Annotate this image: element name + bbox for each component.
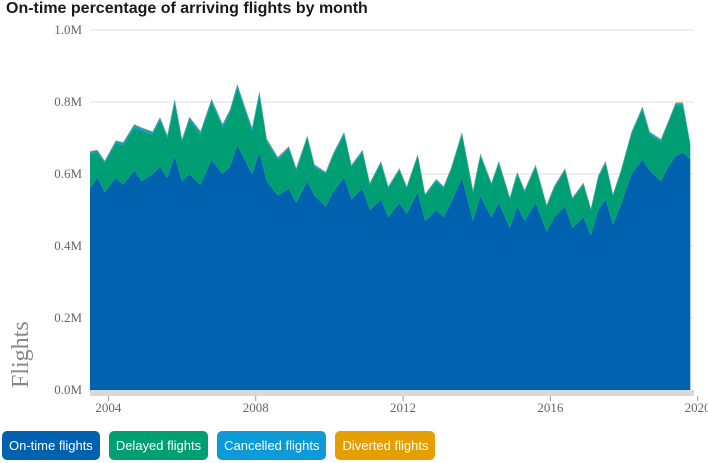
y-tick-label: 0.4M bbox=[54, 238, 82, 253]
series-areas bbox=[90, 83, 691, 390]
y-tick-label: 1.0M bbox=[54, 22, 82, 37]
y-axis-label: Flights bbox=[8, 321, 34, 388]
y-tick-label: 0.8M bbox=[54, 94, 82, 109]
x-tick-label: 2008 bbox=[243, 400, 269, 415]
x-tick-label: 2020 bbox=[685, 400, 708, 415]
chart-title: On-time percentage of arriving flights b… bbox=[6, 0, 368, 17]
legend: On-time flights Delayed flights Cancelled … bbox=[2, 431, 436, 460]
x-axis-line bbox=[90, 390, 694, 396]
area-cancelled-flights bbox=[90, 84, 691, 210]
y-tick-label: 0.2M bbox=[54, 310, 82, 325]
y-tick-label: 0.0M bbox=[54, 382, 82, 397]
x-tick-label: 2012 bbox=[390, 400, 416, 415]
legend-on-time-flights[interactable]: On-time flights bbox=[2, 431, 100, 460]
legend-delayed-flights[interactable]: Delayed flights bbox=[108, 431, 209, 460]
x-tick-label: 2016 bbox=[537, 400, 564, 415]
legend-cancelled-flights[interactable]: Cancelled flights bbox=[217, 431, 327, 460]
y-tick-label: 0.6M bbox=[54, 166, 82, 181]
x-tick-label: 2004 bbox=[95, 400, 122, 415]
axes: 0.0M 0.2M 0.4M 0.6M 0.8M 1.0M 2004 2008 2012 2016… bbox=[54, 22, 708, 415]
legend-diverted-flights[interactable]: Diverted flights bbox=[335, 431, 436, 460]
area-on-time-flights bbox=[90, 145, 691, 390]
area-chart: 0.0M 0.2M 0.4M 0.6M 0.8M 1.0M 2004 2008 2012 2016… bbox=[8, 22, 708, 415]
area-delayed-flights bbox=[90, 87, 691, 236]
